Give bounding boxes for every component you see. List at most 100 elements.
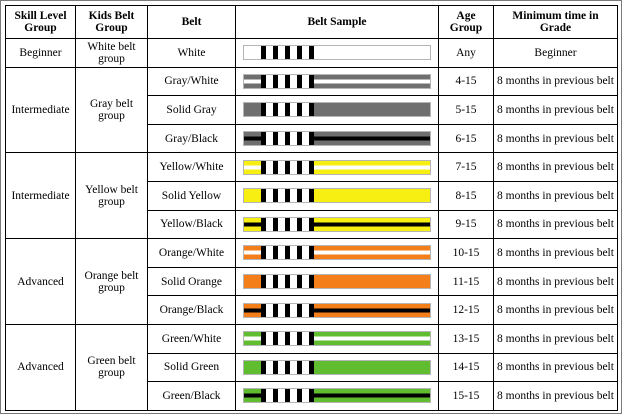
stripe-gap bbox=[290, 103, 297, 117]
black-stripe bbox=[309, 275, 314, 289]
table-row: Advanced Orange belt group Orange/White 10-… bbox=[5, 238, 618, 325]
stripe-gap bbox=[302, 246, 309, 260]
stripe-gap bbox=[290, 74, 297, 88]
stripe-gap bbox=[278, 217, 285, 231]
age-group-cell: 13-15 bbox=[438, 323, 494, 354]
age-group-cell: Any bbox=[438, 38, 494, 68]
stripe-gap bbox=[302, 217, 309, 231]
stripe-gap bbox=[290, 189, 297, 203]
stripe-gap bbox=[266, 389, 273, 403]
belt-sample-graphic bbox=[243, 274, 431, 290]
age-group-cell: 9-15 bbox=[438, 209, 494, 240]
rank-stripes bbox=[261, 360, 318, 374]
age-group-cell: 15-15 bbox=[438, 381, 494, 411]
belt-sample-graphic bbox=[243, 159, 431, 175]
belt-name-cell: Solid Orange bbox=[147, 266, 236, 297]
rank-stripes bbox=[261, 303, 318, 317]
skill-level-cell: Advanced bbox=[5, 238, 76, 325]
minimum-time-cell: 8 months in previous belt bbox=[493, 381, 618, 411]
rank-stripes bbox=[261, 389, 318, 403]
black-stripe bbox=[309, 103, 314, 117]
belt-requirements-table: Skill Level Group Kids Belt Group Belt B… bbox=[5, 5, 618, 411]
black-stripe bbox=[285, 103, 290, 117]
belt-sample-cell bbox=[235, 352, 439, 383]
belt-name-cell: Green/White bbox=[147, 323, 236, 354]
stripe-gap bbox=[266, 160, 273, 174]
belt-name-cell: Orange/White bbox=[147, 238, 236, 268]
stripe-gap bbox=[302, 160, 309, 174]
stripe-gap bbox=[290, 217, 297, 231]
black-stripe bbox=[261, 160, 266, 174]
stripe-gap bbox=[278, 275, 285, 289]
black-stripe bbox=[261, 132, 266, 146]
age-group-cell: 10-15 bbox=[438, 238, 494, 268]
rank-stripes bbox=[261, 46, 318, 60]
rank-stripes bbox=[261, 332, 318, 346]
black-stripe bbox=[297, 189, 302, 203]
black-stripe bbox=[261, 103, 266, 117]
black-stripe bbox=[261, 332, 266, 346]
black-stripe bbox=[309, 246, 314, 260]
age-group-cell: 14-15 bbox=[438, 352, 494, 383]
rank-stripes bbox=[261, 132, 318, 146]
black-stripe bbox=[297, 303, 302, 317]
black-stripe bbox=[309, 189, 314, 203]
belt-sample-cell bbox=[235, 38, 439, 68]
black-stripe bbox=[273, 332, 278, 346]
stripe-gap bbox=[278, 160, 285, 174]
stripe-gap bbox=[290, 160, 297, 174]
black-stripe bbox=[297, 360, 302, 374]
rank-stripes bbox=[261, 246, 318, 260]
table-row: Advanced Green belt group Green/White 13-15… bbox=[5, 323, 618, 411]
stripe-gap bbox=[290, 132, 297, 146]
minimum-time-cell: 8 months in previous belt bbox=[493, 95, 618, 125]
stripe-gap bbox=[290, 275, 297, 289]
black-stripe bbox=[309, 46, 314, 60]
stripe-gap bbox=[290, 360, 297, 374]
stripe-gap bbox=[278, 332, 285, 346]
table-row: Yellow/Black 9-15 8 months in previous bel… bbox=[6, 209, 618, 240]
black-stripe bbox=[285, 389, 290, 403]
belt-sample-cell bbox=[235, 66, 439, 97]
black-stripe bbox=[261, 389, 266, 403]
stripe-gap bbox=[302, 303, 309, 317]
belt-sample-graphic bbox=[243, 245, 431, 261]
belt-sample-graphic bbox=[243, 102, 431, 118]
stripe-gap bbox=[278, 132, 285, 146]
belt-sample-graphic bbox=[243, 131, 431, 147]
stripe-gap bbox=[278, 246, 285, 260]
black-stripe bbox=[309, 360, 314, 374]
belt-name-cell: Yellow/White bbox=[147, 152, 236, 182]
black-stripe bbox=[273, 46, 278, 60]
stripe-gap bbox=[302, 332, 309, 346]
age-group-cell: 5-15 bbox=[438, 95, 494, 125]
black-stripe bbox=[261, 246, 266, 260]
belt-sample-cell bbox=[235, 123, 439, 154]
belt-name-cell: White bbox=[147, 38, 236, 68]
black-stripe bbox=[285, 217, 290, 231]
table-row: Green/Black 15-15 8 months in previous bel… bbox=[6, 381, 618, 411]
minimum-time-cell: 8 months in previous belt bbox=[493, 238, 618, 268]
table-row: Solid Yellow 8-15 8 months in previous bel… bbox=[6, 180, 618, 211]
age-group-cell: 12-15 bbox=[438, 295, 494, 325]
belt-sample-graphic bbox=[243, 45, 431, 61]
stripe-gap bbox=[278, 303, 285, 317]
belt-name-cell: Solid Green bbox=[147, 352, 236, 383]
black-stripe bbox=[261, 46, 266, 60]
kids-belt-group-cell: Green belt group bbox=[75, 323, 148, 411]
black-stripe bbox=[273, 189, 278, 203]
stripe-gap bbox=[278, 360, 285, 374]
belt-sample-graphic bbox=[243, 388, 431, 404]
black-stripe bbox=[273, 303, 278, 317]
table-row: Intermediate Gray belt group Gray/White 4-1… bbox=[5, 66, 618, 154]
black-stripe bbox=[297, 217, 302, 231]
rank-stripes bbox=[261, 74, 318, 88]
black-stripe bbox=[309, 303, 314, 317]
header-kids-belt-group: Kids Belt Group bbox=[75, 5, 148, 39]
black-stripe bbox=[309, 332, 314, 346]
belt-sample-cell bbox=[235, 323, 439, 354]
belt-sample-graphic bbox=[243, 302, 431, 318]
stripe-gap bbox=[266, 46, 273, 60]
belt-sample-cell bbox=[235, 381, 439, 411]
black-stripe bbox=[297, 332, 302, 346]
